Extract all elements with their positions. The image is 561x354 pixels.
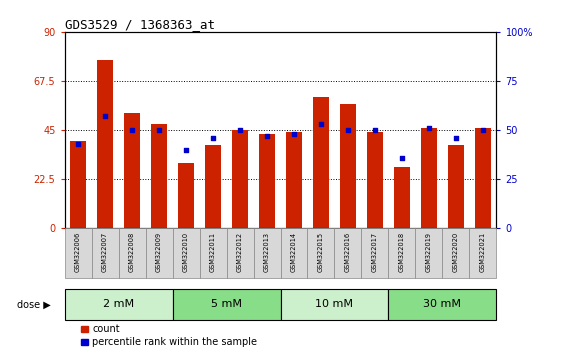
Text: GSM322006: GSM322006 xyxy=(75,232,81,272)
Text: GSM322007: GSM322007 xyxy=(102,232,108,272)
Bar xyxy=(416,228,443,278)
Text: 30 mM: 30 mM xyxy=(424,299,462,309)
Text: GSM322019: GSM322019 xyxy=(426,232,432,272)
Bar xyxy=(145,228,173,278)
Bar xyxy=(470,228,496,278)
Bar xyxy=(97,60,113,228)
Bar xyxy=(200,228,227,278)
Bar xyxy=(280,289,388,320)
Text: GSM322021: GSM322021 xyxy=(480,232,486,272)
Point xyxy=(73,141,82,147)
Point xyxy=(209,135,218,141)
Text: GDS3529 / 1368363_at: GDS3529 / 1368363_at xyxy=(65,18,214,31)
Text: GSM322020: GSM322020 xyxy=(453,232,459,272)
Bar xyxy=(70,141,86,228)
Text: GSM322017: GSM322017 xyxy=(372,232,378,272)
Point xyxy=(154,127,163,133)
Bar xyxy=(394,167,410,228)
Bar xyxy=(280,228,307,278)
Bar xyxy=(475,128,491,228)
Text: GSM322012: GSM322012 xyxy=(237,232,243,272)
Point xyxy=(182,147,191,153)
Text: 5 mM: 5 mM xyxy=(211,299,242,309)
Text: GSM322011: GSM322011 xyxy=(210,232,216,272)
Text: GSM322013: GSM322013 xyxy=(264,232,270,272)
Point xyxy=(236,127,245,133)
Point xyxy=(316,121,325,127)
Bar xyxy=(227,228,254,278)
Bar xyxy=(361,228,388,278)
Point xyxy=(425,125,434,131)
Point xyxy=(452,135,461,141)
Point xyxy=(479,127,488,133)
Bar xyxy=(232,130,248,228)
Bar xyxy=(421,128,437,228)
Point xyxy=(100,114,109,119)
Text: GSM322016: GSM322016 xyxy=(345,232,351,272)
Bar xyxy=(65,228,91,278)
Bar xyxy=(286,132,302,228)
Text: GSM322009: GSM322009 xyxy=(156,232,162,272)
Bar xyxy=(367,132,383,228)
Bar xyxy=(173,228,200,278)
Text: GSM322015: GSM322015 xyxy=(318,232,324,272)
Text: GSM322018: GSM322018 xyxy=(399,232,405,272)
Point xyxy=(127,127,136,133)
Text: GSM322010: GSM322010 xyxy=(183,232,189,272)
Point xyxy=(289,131,298,137)
Bar xyxy=(124,113,140,228)
Point xyxy=(370,127,379,133)
Bar xyxy=(254,228,280,278)
Bar xyxy=(448,145,464,228)
Text: GSM322014: GSM322014 xyxy=(291,232,297,272)
Bar xyxy=(151,124,167,228)
Bar xyxy=(205,145,221,228)
Bar xyxy=(118,228,145,278)
Bar xyxy=(91,228,118,278)
Bar xyxy=(178,163,194,228)
Bar xyxy=(389,289,496,320)
Bar xyxy=(389,228,416,278)
Point xyxy=(343,127,352,133)
Text: GSM322008: GSM322008 xyxy=(129,232,135,272)
Bar xyxy=(443,228,470,278)
Text: dose ▶: dose ▶ xyxy=(17,299,50,309)
Point xyxy=(398,155,407,160)
Text: 2 mM: 2 mM xyxy=(103,299,134,309)
Bar xyxy=(334,228,361,278)
Point xyxy=(263,133,272,139)
Bar xyxy=(313,97,329,228)
Text: 10 mM: 10 mM xyxy=(315,299,353,309)
Bar xyxy=(340,104,356,228)
Bar xyxy=(259,135,275,228)
Bar xyxy=(65,289,173,320)
Legend: count, percentile rank within the sample: count, percentile rank within the sample xyxy=(81,325,257,347)
Bar xyxy=(173,289,280,320)
Bar xyxy=(307,228,334,278)
